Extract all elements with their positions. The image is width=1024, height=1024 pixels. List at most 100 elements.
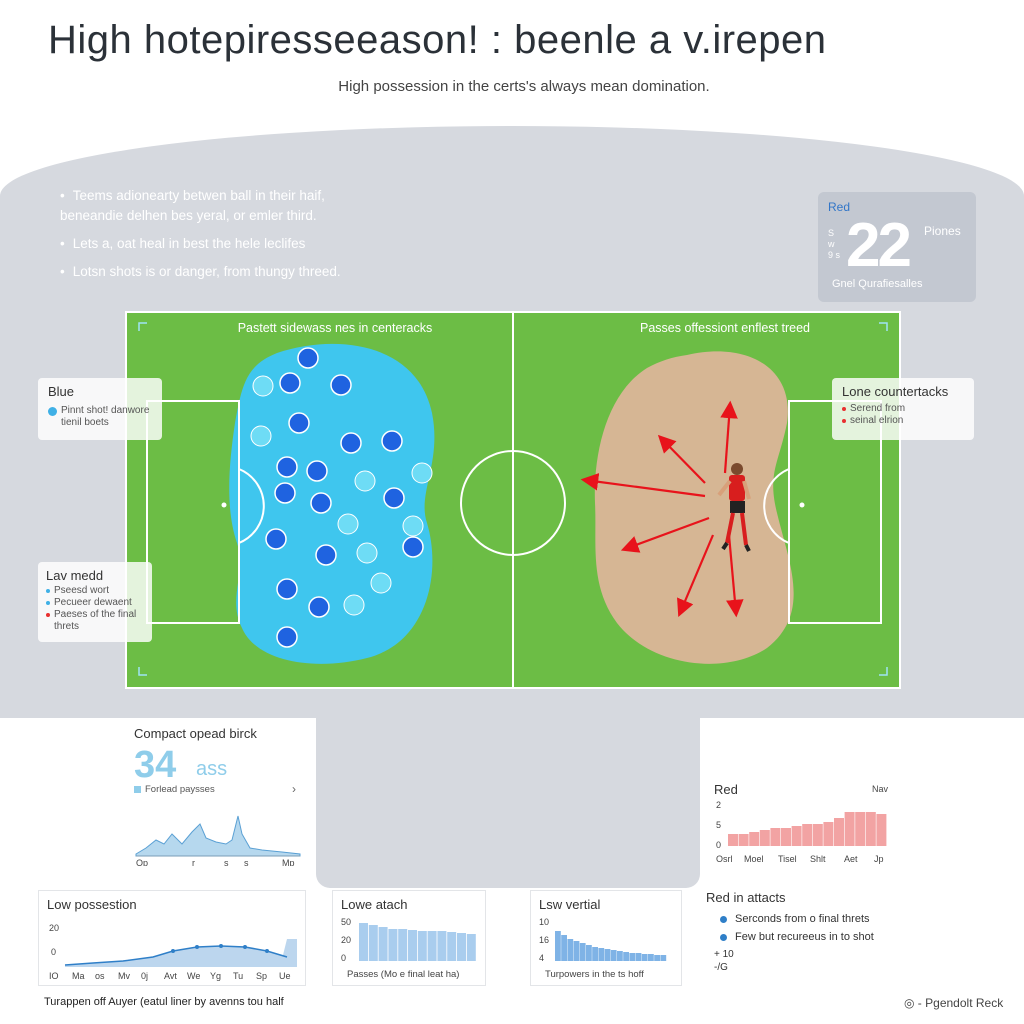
vertical-bar bbox=[648, 954, 654, 961]
red-bar bbox=[865, 812, 876, 846]
x-tick: Tu bbox=[233, 971, 243, 981]
low-vertical-title: Lsw vertial bbox=[539, 897, 601, 912]
player-dot bbox=[274, 482, 296, 504]
player-dot bbox=[330, 374, 352, 396]
attach-bar bbox=[359, 923, 368, 961]
player-dot bbox=[310, 492, 332, 514]
red-stat-card: Red S w 9 s 22 Piones Gnel Qurafiesalles bbox=[818, 192, 976, 302]
player-dot bbox=[265, 528, 287, 550]
player-dot bbox=[411, 462, 433, 484]
vertical-bar bbox=[635, 953, 642, 961]
red-bar bbox=[759, 830, 770, 846]
legend-counter: Lone countertacks Serend from seinal elr… bbox=[832, 378, 974, 440]
right-penalty-spot bbox=[799, 502, 805, 508]
red-bar bbox=[728, 834, 738, 846]
square-icon bbox=[134, 786, 141, 793]
player-dot bbox=[354, 470, 376, 492]
player-dot bbox=[279, 372, 301, 394]
x-tick: Jp bbox=[874, 854, 884, 864]
insight-bullet: Lotsn shots is or danger, from thungy th… bbox=[60, 262, 380, 282]
red-dot-icon bbox=[46, 613, 50, 617]
player-dot bbox=[337, 513, 359, 535]
x-tick: Op bbox=[136, 858, 148, 866]
x-tick: s bbox=[224, 858, 229, 866]
page-title: High hotepiresseeason! : beenle a v.irep… bbox=[48, 18, 827, 62]
player-dot bbox=[402, 515, 424, 537]
player-dot bbox=[297, 347, 319, 369]
red-dot-icon bbox=[842, 419, 846, 423]
attach-bar bbox=[398, 929, 408, 961]
red-trend-card: Red Nav 2 5 0 Osrl Moel Tisel Shlt Aet Jp bbox=[704, 718, 900, 874]
corner-mark bbox=[879, 322, 888, 331]
low-attach-title: Lowe atach bbox=[341, 897, 408, 912]
arrow bbox=[677, 534, 715, 618]
football-pitch: Pastett sidewass nes in centeracks Passe… bbox=[125, 311, 901, 689]
low-attach-caption: Passes (Mo e final leat ha) bbox=[347, 969, 460, 980]
footer-note: Turappen off Auyer (eatul liner by avenn… bbox=[44, 996, 284, 1008]
x-tick: IO bbox=[49, 971, 59, 981]
chevron-right-icon[interactable]: › bbox=[292, 782, 296, 796]
legend-counter-title: Lone countertacks bbox=[842, 384, 949, 399]
y-tick: 2 bbox=[716, 800, 721, 810]
x-tick: Ue bbox=[279, 971, 291, 981]
attach-bar bbox=[388, 929, 398, 961]
insight-bullets: Teems adionearty betwen ball in their ha… bbox=[60, 186, 380, 290]
footer-credit: ◎ - Pgendolt Reck bbox=[904, 996, 1004, 1010]
x-tick: Mv bbox=[118, 971, 130, 981]
x-tick: Mp bbox=[282, 858, 295, 866]
player-dot bbox=[306, 460, 328, 482]
red-bar bbox=[781, 828, 791, 846]
low-attach-card: Lowe atach 50 20 0 Passes (Mo e final le… bbox=[332, 890, 486, 986]
player-dot bbox=[381, 430, 403, 452]
legend-low-row: Paeses of the final threts bbox=[46, 609, 144, 633]
background-band-lower bbox=[316, 700, 700, 888]
low-vertical-chart: 10 16 4 bbox=[539, 917, 667, 963]
legend-low-row: Pecueer dewaent bbox=[46, 597, 144, 609]
low-attach-chart: 50 20 0 bbox=[341, 917, 476, 963]
red-attacts-panel: Red in attacts Serconds from o final thr… bbox=[706, 890, 976, 986]
x-tick: 0j bbox=[141, 971, 148, 981]
x-tick: s bbox=[244, 858, 249, 866]
corner-mark bbox=[879, 667, 888, 676]
x-tick: Aet bbox=[844, 854, 858, 864]
stat-card-mini: S w 9 s bbox=[828, 228, 841, 260]
player-dot bbox=[276, 456, 298, 478]
left-penalty-arc bbox=[238, 468, 265, 544]
red-card-title: Red bbox=[714, 782, 738, 797]
y-tick: 20 bbox=[49, 923, 59, 933]
red-dot-icon bbox=[842, 407, 846, 411]
right-zone-label: Passes offessiont enflest treed bbox=[639, 321, 810, 335]
x-tick: We bbox=[187, 971, 200, 981]
y-tick: 20 bbox=[341, 935, 351, 945]
x-tick: Shlt bbox=[810, 854, 826, 864]
x-tick: Ma bbox=[72, 971, 85, 981]
blue-dot-icon bbox=[720, 933, 727, 941]
right-penalty-arc bbox=[763, 468, 790, 544]
y-tick: 4 bbox=[539, 953, 544, 963]
red-card-corner: Nav bbox=[872, 784, 889, 794]
player-dot bbox=[402, 536, 424, 558]
arrow bbox=[720, 400, 738, 474]
x-tick: Osrl bbox=[716, 854, 733, 864]
red-bar bbox=[802, 824, 813, 846]
y-tick: 10 bbox=[539, 917, 549, 927]
legend-low-title: Lav medd bbox=[46, 568, 104, 583]
low-possession-card: Low possestion 20 0 IO Ma os Mv 0j Avt We Yg Tu S… bbox=[38, 890, 306, 986]
compact-card: Compact opead birck 34 ass Forlead payss… bbox=[122, 718, 316, 870]
arrow bbox=[657, 434, 706, 484]
corner-mark bbox=[138, 667, 147, 676]
y-tick: 0 bbox=[51, 947, 56, 957]
blue-dot-icon bbox=[48, 407, 57, 416]
y-tick: 0 bbox=[716, 840, 721, 850]
low-possession-chart: 20 0 IO Ma os Mv 0j Avt We Yg Tu Sp Ue bbox=[49, 923, 297, 981]
vertical-bar bbox=[617, 951, 623, 961]
compact-sparkline: Op r s s Mp bbox=[135, 815, 301, 866]
vertical-bar bbox=[586, 945, 592, 961]
player-dot bbox=[252, 375, 274, 397]
legend-counter-row: seinal elrion bbox=[842, 415, 964, 427]
player-dot bbox=[343, 594, 365, 616]
left-penalty-spot bbox=[221, 502, 227, 508]
attach-bar bbox=[447, 932, 457, 961]
blue-player-dots bbox=[250, 347, 433, 648]
red-attacts-extra: -/G bbox=[714, 962, 728, 973]
